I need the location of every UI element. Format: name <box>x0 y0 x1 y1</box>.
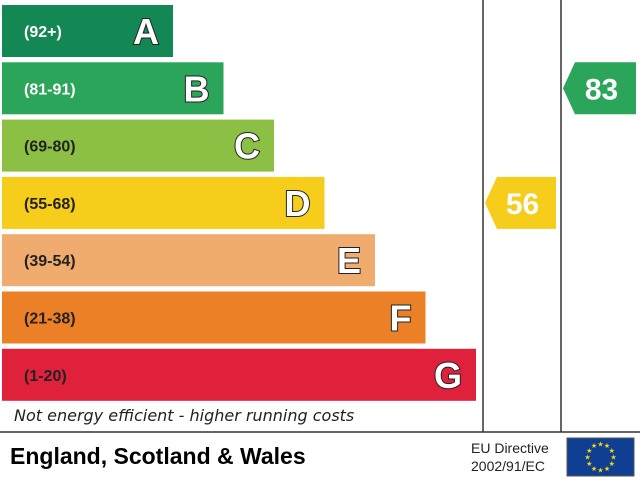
band-range-label: (55-68) <box>24 196 76 213</box>
band-range-label: (21-38) <box>24 311 76 328</box>
flag-star-icon: ★ <box>584 454 590 462</box>
flag-star-icon: ★ <box>609 447 615 455</box>
band-bar <box>2 348 476 401</box>
band-a: (92+) A <box>2 5 173 57</box>
band-range-label: (1-20) <box>24 368 67 385</box>
flag-star-icon: ★ <box>591 465 597 473</box>
flag-star-icon: ★ <box>604 442 610 450</box>
band-range-label: (81-91) <box>24 81 76 98</box>
band-bar <box>2 234 375 287</box>
score-markers: 56 83 <box>485 62 636 229</box>
flag-star-icon: ★ <box>604 465 610 473</box>
band-bar <box>2 5 173 57</box>
band-bar <box>2 176 325 229</box>
band-range-label: (39-54) <box>24 253 76 270</box>
current-marker-arrow <box>485 176 556 229</box>
band-c: (69-80) C <box>2 119 274 172</box>
flag-star-icon: ★ <box>597 467 603 475</box>
current-rating-marker: 56 <box>485 176 556 229</box>
potential-score-value: 83 <box>585 73 618 106</box>
band-f: (21-38) F <box>2 291 426 344</box>
band-range-label: (92+) <box>24 24 62 41</box>
rating-bands: (92+) A (81-91) B (69-80) C (55-68) D (39-54) E (2… <box>2 5 476 401</box>
band-letter: A <box>133 11 159 52</box>
directive-line-2: 2002/91/EC <box>471 458 545 474</box>
flag-star-icon: ★ <box>597 441 603 449</box>
band-letter: C <box>234 126 260 167</box>
band-letter: F <box>390 298 412 339</box>
flag-star-icon: ★ <box>586 460 592 468</box>
country-label: England, Scotland & Wales <box>10 443 306 469</box>
flag-star-icon: ★ <box>610 454 616 462</box>
band-letter: B <box>184 68 210 109</box>
flag-star-icon: ★ <box>609 460 615 468</box>
band-b: (81-91) B <box>2 62 224 115</box>
band-bar <box>2 62 224 115</box>
potential-rating-marker: 83 <box>563 62 636 115</box>
current-score-value: 56 <box>506 188 539 221</box>
flag-field <box>566 437 635 477</box>
band-bar <box>2 291 426 344</box>
band-g: (1-20) G <box>2 348 476 401</box>
band-d: (55-68) D <box>2 176 325 229</box>
directive-line-1: EU Directive <box>471 440 549 456</box>
band-e: (39-54) E <box>2 234 375 287</box>
band-letter: G <box>434 355 462 396</box>
potential-marker-arrow <box>563 62 636 115</box>
footnote-text: Not energy efficient - higher running co… <box>14 406 354 425</box>
flag-star-icon: ★ <box>591 442 597 450</box>
score-columns <box>482 0 562 432</box>
band-range-label: (69-80) <box>24 139 76 156</box>
band-bar <box>2 119 274 172</box>
eu-flag-icon: ★ ★★★★★★★★★★★ <box>566 437 635 477</box>
band-letter: D <box>285 183 311 224</box>
flag-star-icon: ★ <box>586 447 592 455</box>
band-letter: E <box>337 240 361 281</box>
